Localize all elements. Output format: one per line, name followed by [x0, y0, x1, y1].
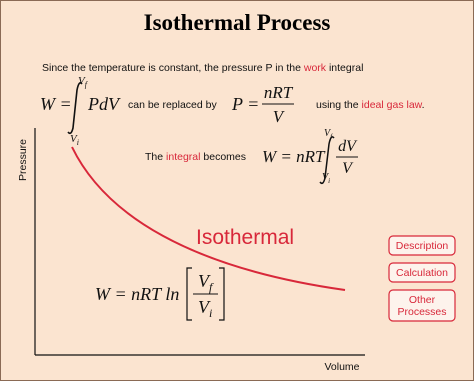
formula-lhs: P =	[231, 94, 259, 114]
formula-lhs: W = nRT	[262, 147, 326, 166]
nav-button[interactable]: Calculation	[388, 262, 456, 283]
text: .	[422, 99, 425, 111]
curve-label: Isothermal	[196, 226, 294, 249]
limit: Vi	[70, 133, 79, 147]
bracket	[219, 267, 225, 321]
integral-sign	[319, 136, 335, 185]
intro: Since the temperature is constant, the p…	[42, 62, 363, 74]
sub: i	[209, 306, 212, 320]
limit: Vf	[324, 128, 333, 141]
button-label[interactable]: Description	[396, 240, 449, 252]
denominator: V	[342, 160, 354, 177]
bracket	[186, 267, 192, 321]
numerator: nRT	[264, 83, 294, 102]
integral-sign	[67, 82, 83, 135]
nav-button[interactable]: Description	[388, 235, 456, 256]
integrand: PdV	[87, 94, 121, 114]
x-axis-label: Volume	[324, 361, 359, 373]
limit: Vf	[78, 75, 89, 89]
text: becomes	[200, 151, 246, 163]
limit-text: V	[78, 75, 86, 87]
integral-text: The integral becomes	[145, 151, 246, 163]
button-label[interactable]: Other	[409, 294, 436, 306]
intro-text: Since the temperature is constant, the p…	[42, 62, 304, 74]
formula-lhs: W = nRT ln	[95, 284, 179, 304]
text: The	[145, 151, 166, 163]
intro-link: work	[303, 62, 327, 74]
limit-sub: i	[77, 138, 79, 147]
button-label[interactable]: Calculation	[396, 267, 448, 279]
limit-sub: f	[330, 133, 333, 141]
link: ideal gas law	[362, 99, 423, 111]
numerator: dV	[338, 138, 358, 155]
limit-text: V	[324, 128, 332, 139]
limit-text: V	[70, 133, 78, 145]
limit-sub: i	[328, 177, 330, 185]
title: Isothermal Process	[144, 10, 331, 35]
link: integral	[166, 151, 200, 163]
isothermal-curve	[71, 146, 346, 291]
formula-lhs: W =	[40, 94, 72, 114]
intro-text: integral	[326, 62, 363, 74]
sub: f	[209, 280, 214, 294]
denominator: V	[273, 107, 286, 126]
button-frame[interactable]	[388, 289, 456, 322]
var: V	[198, 271, 211, 291]
button-label[interactable]: Processes	[397, 306, 446, 318]
button-frame[interactable]	[388, 262, 456, 283]
y-axis-label: Pressure	[17, 139, 29, 181]
numerator: Vf	[198, 271, 214, 294]
replace-text: can be replaced by	[128, 99, 217, 111]
limit: Vi	[322, 172, 330, 185]
limit-text: V	[322, 172, 330, 183]
var: V	[198, 297, 211, 317]
limit-sub: f	[85, 80, 89, 89]
ideal-gas-text: using the ideal gas law.	[316, 99, 425, 111]
denominator: Vi	[198, 297, 212, 320]
text: using the	[316, 99, 362, 111]
button-frame[interactable]	[388, 235, 456, 256]
